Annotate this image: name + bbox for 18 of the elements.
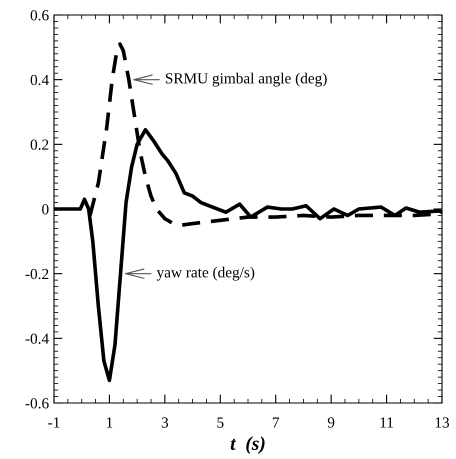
x-tick-label: 11: [380, 417, 394, 428]
y-tick-label: 0.4: [30, 74, 49, 86]
y-tick-label: -0.6: [26, 398, 49, 409]
x-tick-label: 9: [328, 417, 334, 428]
x-tick-label: 13: [436, 417, 450, 428]
y-tick-label: 0.6: [30, 10, 49, 21]
text: SRMU gimbal angle (deg): [166, 72, 327, 87]
x-tick-label: -1: [48, 417, 60, 428]
text: yaw rate (deg/s): [156, 266, 254, 281]
y-tick-label: -0.4: [26, 333, 49, 344]
x-tick-label: 5: [217, 417, 224, 428]
y-tick-label: -0.2: [26, 268, 48, 280]
y-tick-label: 0.2: [30, 139, 48, 150]
x-axis-title: t (s): [230, 436, 265, 454]
y-tick-label: 0: [42, 204, 49, 214]
x-tick-label: 7: [272, 417, 280, 428]
x-tick-label: 3: [162, 417, 168, 428]
x-tick-label: 1: [106, 417, 112, 428]
